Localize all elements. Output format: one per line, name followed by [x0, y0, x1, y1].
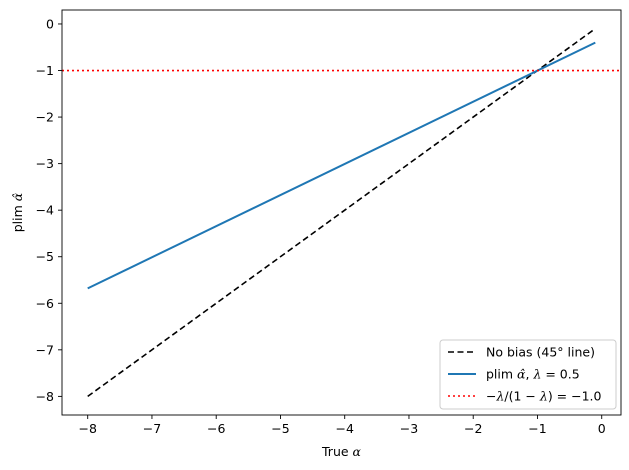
legend-label: No bias (45° line)	[486, 345, 595, 360]
y-tick-label: −7	[36, 342, 54, 357]
plot-frame	[61, 9, 622, 416]
x-tick-label: −3	[400, 421, 418, 436]
legend: No bias (45° line) plim α̂, λ = 0.5 −λ/(1 …	[439, 339, 617, 410]
legend-label: plim α̂, λ = 0.5	[486, 367, 580, 382]
x-tick-label: −4	[335, 421, 353, 436]
y-tick-label: −8	[36, 389, 54, 404]
x-axis-label: True α	[321, 444, 362, 459]
x-tick-label: −7	[143, 421, 161, 436]
y-tick-label: −4	[36, 203, 54, 218]
plot-area	[62, 27, 621, 398]
y-tick-label: 0	[46, 16, 54, 31]
legend-label: −λ/(1 − λ) = −1.0	[486, 389, 602, 404]
x-tick-label: −2	[464, 421, 482, 436]
x-tick-label: 0	[598, 421, 606, 436]
y-tick-label: −5	[36, 249, 54, 264]
axes: −8 −7 −6 −5 −4 −3 −2 −1 0 −8 −7 −6 −5 −4 −3 −2 −1 0	[36, 9, 622, 436]
y-tick-label: −1	[36, 63, 54, 78]
y-axis-label: plim α̂	[10, 192, 25, 232]
y-tick-label: −6	[36, 296, 54, 311]
y-tick-label: −3	[36, 156, 54, 171]
x-tick-label: −8	[78, 421, 96, 436]
x-tick-label: −1	[528, 421, 546, 436]
legend-box	[439, 339, 617, 410]
x-tick-label: −5	[271, 421, 289, 436]
x-tick-label: −6	[207, 421, 225, 436]
series-1-line	[87, 41, 596, 290]
y-tick-label: −2	[36, 110, 54, 125]
